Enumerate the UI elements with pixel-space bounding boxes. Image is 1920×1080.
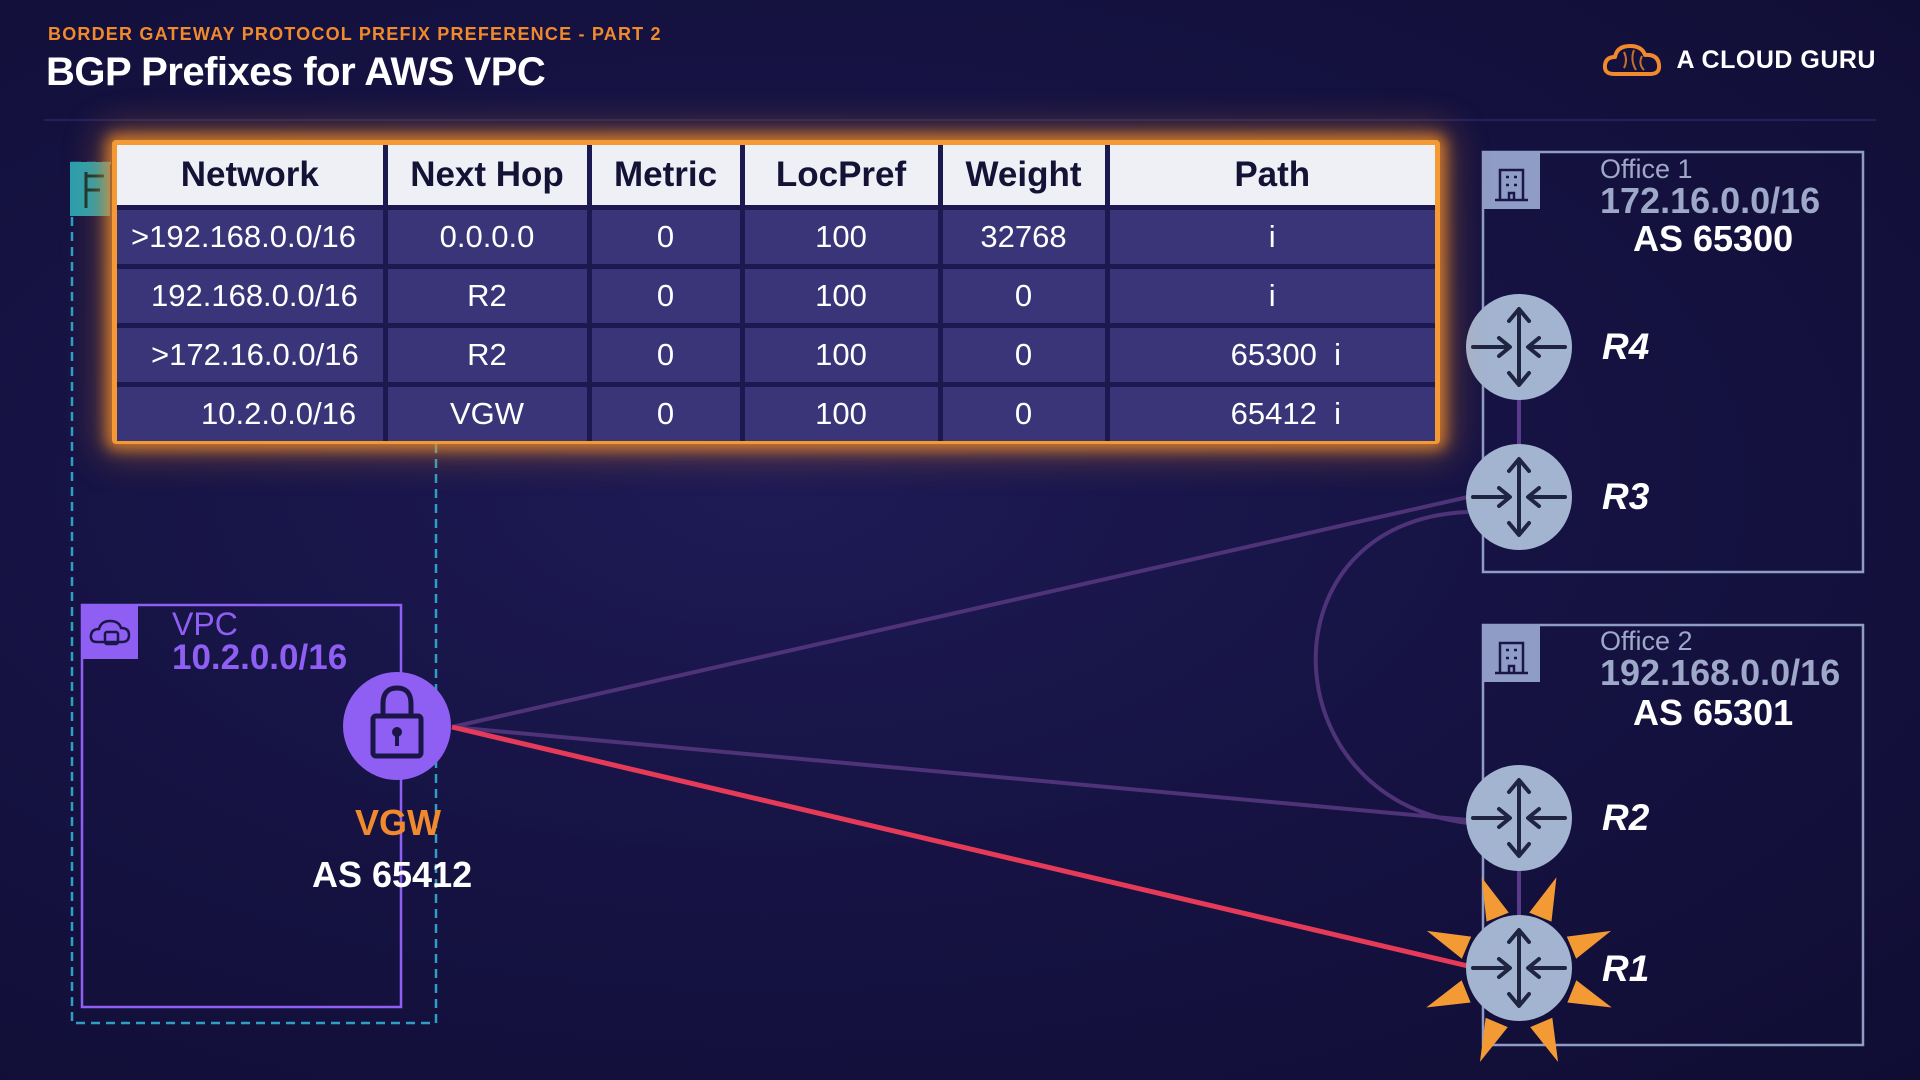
cell-locpref: 100	[742, 266, 943, 328]
router-r2-label: R2	[1602, 797, 1650, 838]
cell-metric: 0	[589, 266, 745, 328]
column-header-locpref: LocPref	[742, 145, 943, 210]
cell-path: 65412 i	[1107, 384, 1435, 441]
cell-metric: 0	[589, 384, 745, 441]
cell-path: i	[1107, 266, 1435, 328]
cell-weight: 0	[940, 384, 1110, 441]
cell-next-hop: 0.0.0.0	[385, 207, 592, 269]
cell-weight: 32768	[940, 207, 1110, 269]
brand-name: A CLOUD GURU	[1676, 45, 1876, 74]
vpc-box	[80, 603, 403, 1009]
column-header-metric: Metric	[589, 145, 745, 210]
column-header-next-hop: Next Hop	[385, 145, 592, 210]
active-router-starburst	[1426, 858, 1612, 1063]
cloud-icon	[1603, 44, 1662, 76]
cell-weight: 0	[940, 325, 1110, 387]
table-row: >192.168.0.0/16 0.0.0.0 0 100 32768 i	[117, 207, 1435, 269]
brand-logo: A CLOUD GURU	[1600, 40, 1876, 80]
link-vgw-r1-active	[451, 724, 1469, 969]
table-row: >172.16.0.0/16 R2 0 100 0 65300 i	[117, 325, 1435, 387]
router-r1-label: R1	[1602, 948, 1650, 989]
office2-as: AS 65301	[1633, 692, 1794, 733]
link-vgw-r3	[451, 495, 1469, 729]
cell-metric: 0	[589, 325, 745, 387]
router-r2-icon	[1466, 765, 1572, 871]
table-header-row: Network Next Hop Metric LocPref Weight P…	[117, 145, 1435, 210]
link-r3-r2-curve	[1313, 510, 1469, 825]
vgw-as: AS 65412	[312, 854, 473, 895]
vgw-label: VGW	[355, 802, 441, 843]
column-header-path: Path	[1107, 145, 1435, 210]
header-divider	[44, 119, 1876, 121]
page-title: BGP Prefixes for AWS VPC	[46, 50, 546, 94]
table-row: 10.2.0.0/16 VGW 0 100 0 65412 i	[117, 384, 1435, 441]
office1-cidr: 172.16.0.0/16	[1600, 180, 1821, 221]
cell-metric: 0	[589, 207, 745, 269]
cell-locpref: 100	[742, 325, 943, 387]
cell-next-hop: VGW	[385, 384, 592, 441]
column-header-network: Network	[117, 145, 388, 210]
router-r1-icon	[1466, 915, 1572, 1021]
vpc-cidr: 10.2.0.0/16	[172, 638, 348, 677]
bgp-table: Network Next Hop Metric LocPref Weight P…	[117, 145, 1435, 441]
office1-as: AS 65300	[1633, 218, 1794, 259]
cell-weight: 0	[940, 266, 1110, 328]
cell-next-hop: R2	[385, 266, 592, 328]
router-r3-icon	[1466, 444, 1572, 550]
cell-next-hop: R2	[385, 325, 592, 387]
cell-path: i	[1107, 207, 1435, 269]
column-header-weight: Weight	[940, 145, 1110, 210]
cell-network: >172.16.0.0/16	[117, 325, 388, 387]
cell-path: 65300 i	[1107, 325, 1435, 387]
office2-cidr: 192.168.0.0/16	[1600, 652, 1841, 693]
bgp-table-highlight: Network Next Hop Metric LocPref Weight P…	[112, 140, 1440, 444]
cell-network: 192.168.0.0/16	[117, 266, 388, 328]
cell-locpref: 100	[742, 384, 943, 441]
office1-name: Office 1	[1600, 154, 1693, 184]
vgw-padlock-icon	[343, 672, 451, 780]
table-row: 192.168.0.0/16 R2 0 100 0 i	[117, 266, 1435, 328]
office2-name: Office 2	[1600, 626, 1693, 656]
cell-network: 10.2.0.0/16	[117, 384, 388, 441]
router-r3-label: R3	[1602, 476, 1650, 517]
vpc-name: VPC	[172, 606, 238, 642]
cell-network: >192.168.0.0/16	[117, 207, 388, 269]
router-r4-icon	[1466, 294, 1572, 400]
router-r4-label: R4	[1602, 326, 1650, 367]
link-vgw-r2	[451, 725, 1469, 822]
section-subtitle: BORDER GATEWAY PROTOCOL PREFIX PREFERENC…	[48, 24, 662, 44]
cell-locpref: 100	[742, 207, 943, 269]
